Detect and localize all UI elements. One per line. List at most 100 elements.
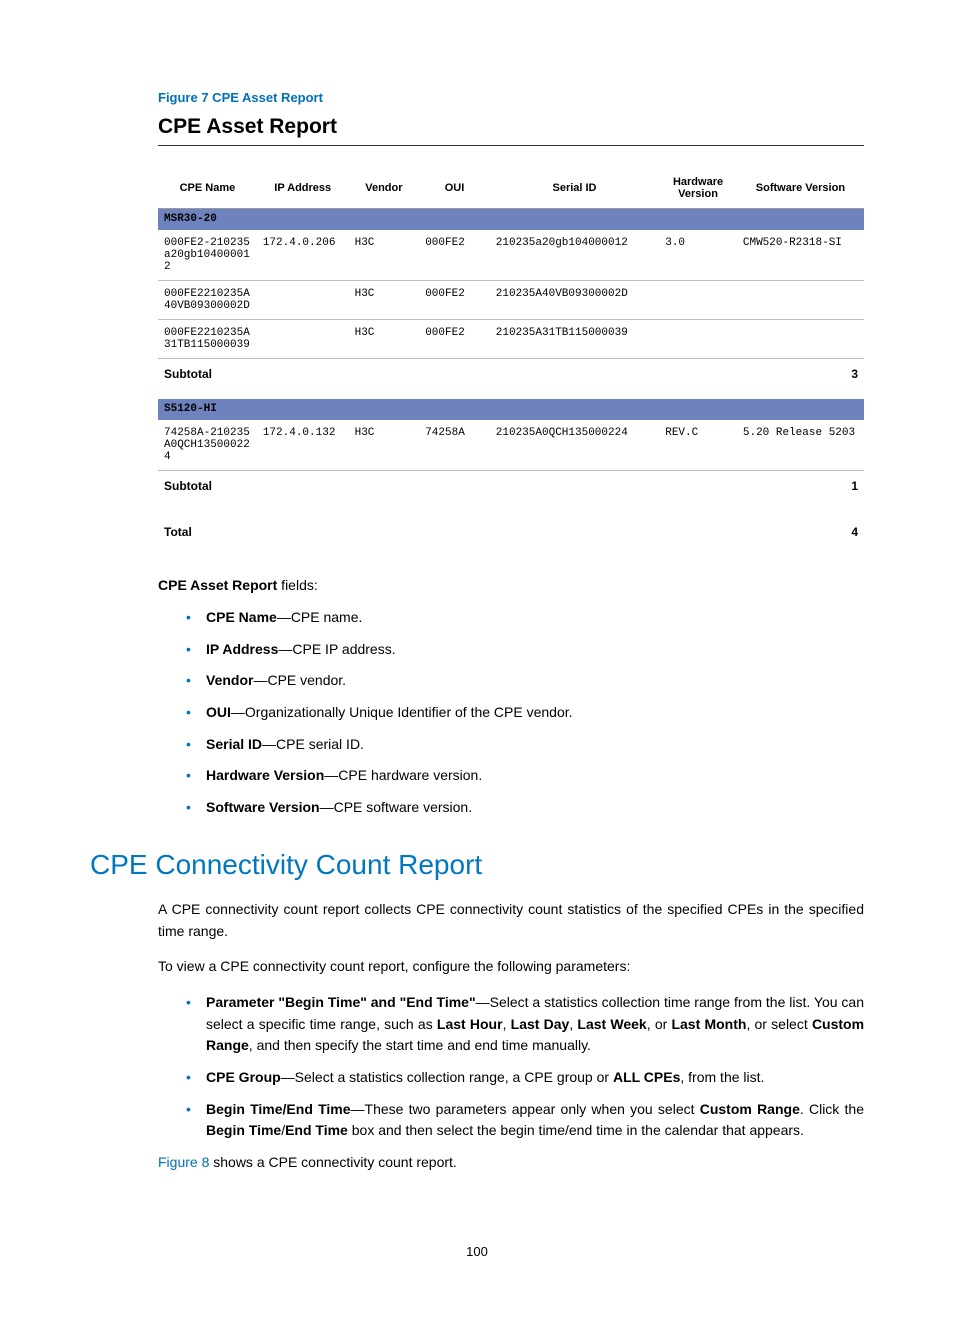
fields-intro: CPE Asset Report fields:: [158, 577, 864, 593]
table-cell: 172.4.0.132: [257, 420, 349, 471]
table-cell: 210235a20gb104000012: [490, 230, 659, 281]
total-row: Total4: [158, 511, 864, 543]
table-cell: REV.C: [659, 420, 737, 471]
table-row: 000FE2210235A40VB09300002DH3C000FE221023…: [158, 281, 864, 320]
parameter-item: CPE Group—Select a statistics collection…: [186, 1067, 864, 1089]
table-cell: 000FE2-210235a20gb104000012: [158, 230, 257, 281]
subtotal-value: 1: [737, 471, 864, 502]
param-bold: ALL CPEs: [613, 1069, 680, 1085]
col-header: Serial ID: [490, 168, 659, 209]
param-text: , from the list.: [680, 1069, 764, 1085]
table-row: 000FE2210235A31TB115000039H3C000FE221023…: [158, 320, 864, 359]
table-cell: [737, 281, 864, 320]
param-text: —Select a statistics collection range, a…: [281, 1069, 613, 1085]
field-desc: —CPE software version.: [320, 799, 473, 815]
table-cell: 172.4.0.206: [257, 230, 349, 281]
field-term: IP Address: [206, 641, 278, 657]
page-number: 100: [90, 1244, 864, 1259]
field-desc: —CPE serial ID.: [262, 736, 364, 752]
param-bold: Last Week: [577, 1016, 646, 1032]
col-header: Software Version: [737, 168, 864, 209]
field-term: Serial ID: [206, 736, 262, 752]
field-definition-item: Vendor—CPE vendor.: [186, 670, 864, 692]
parameters-list: Parameter "Begin Time" and "End Time"—Se…: [158, 992, 864, 1142]
field-desc: —CPE IP address.: [278, 641, 395, 657]
table-cell: 000FE2: [419, 281, 490, 320]
figure8-link[interactable]: Figure 8: [158, 1154, 209, 1170]
group-name-cell: MSR30-20: [158, 209, 864, 230]
field-definitions-list: CPE Name—CPE name. IP Address—CPE IP addr…: [158, 607, 864, 819]
field-term: Hardware Version: [206, 767, 324, 783]
field-definition-item: OUI—Organizationally Unique Identifier o…: [186, 702, 864, 724]
table-cell: 000FE2: [419, 230, 490, 281]
table-cell: [257, 320, 349, 359]
col-header: IP Address: [257, 168, 349, 209]
table-cell: CMW520-R2318-SI: [737, 230, 864, 281]
table-cell: 210235A40VB09300002D: [490, 281, 659, 320]
group-name-cell: S5120-HI: [158, 399, 864, 420]
field-term: CPE Name: [206, 609, 277, 625]
table-cell: 210235A0QCH135000224: [490, 420, 659, 471]
parameter-item: Parameter "Begin Time" and "End Time"—Se…: [186, 992, 864, 1057]
total-value: 4: [737, 511, 864, 543]
table-row: 74258A-210235A0QCH135000224172.4.0.132H3…: [158, 420, 864, 471]
table-cell: H3C: [349, 420, 420, 471]
param-text: . Click the: [800, 1101, 864, 1117]
field-term: OUI: [206, 704, 231, 720]
section-heading: CPE Connectivity Count Report: [90, 849, 864, 881]
field-definition-item: Serial ID—CPE serial ID.: [186, 734, 864, 756]
field-desc: —CPE name.: [277, 609, 363, 625]
table-cell: 74258A-210235A0QCH135000224: [158, 420, 257, 471]
table-cell: 000FE2210235A31TB115000039: [158, 320, 257, 359]
field-definition-item: Software Version—CPE software version.: [186, 797, 864, 819]
field-desc: —CPE vendor.: [253, 672, 346, 688]
param-bold: Last Day: [511, 1016, 570, 1032]
subtotal-value: 3: [737, 359, 864, 390]
fields-intro-bold: CPE Asset Report: [158, 577, 277, 593]
table-cell: 000FE2: [419, 320, 490, 359]
param-bold: Last Month: [671, 1016, 746, 1032]
table-group-row: S5120-HI: [158, 399, 864, 420]
param-bold: CPE Group: [206, 1069, 281, 1085]
table-cell: H3C: [349, 281, 420, 320]
param-text: box and then select the begin time/end t…: [348, 1122, 804, 1138]
field-term: Software Version: [206, 799, 320, 815]
param-text: , or select: [746, 1016, 812, 1032]
field-definition-item: CPE Name—CPE name.: [186, 607, 864, 629]
col-header: CPE Name: [158, 168, 257, 209]
asset-report-title: CPE Asset Report: [158, 115, 864, 139]
col-header: Vendor: [349, 168, 420, 209]
parameter-item: Begin Time/End Time—These two parameters…: [186, 1099, 864, 1142]
table-cell: [737, 320, 864, 359]
param-text: —These two parameters appear only when y…: [351, 1101, 700, 1117]
table-cell: [659, 281, 737, 320]
param-bold: Custom Range: [700, 1101, 800, 1117]
table-cell: 210235A31TB115000039: [490, 320, 659, 359]
table-row: 000FE2-210235a20gb104000012172.4.0.206H3…: [158, 230, 864, 281]
subtotal-row: Subtotal1: [158, 471, 864, 502]
asset-report-rule: [158, 145, 864, 146]
param-text: , and then specify the start time and en…: [249, 1037, 591, 1053]
field-desc: —CPE hardware version.: [324, 767, 482, 783]
field-desc: —Organizationally Unique Identifier of t…: [231, 704, 573, 720]
subtotal-row: Subtotal3: [158, 359, 864, 390]
table-cell: 5.20 Release 5203: [737, 420, 864, 471]
param-bold: Begin Time/End Time: [206, 1101, 351, 1117]
param-bold: End Time: [285, 1122, 348, 1138]
fields-intro-rest: fields:: [277, 577, 317, 593]
figure8-reference: Figure 8 shows a CPE connectivity count …: [158, 1152, 864, 1174]
paragraph: To view a CPE connectivity count report,…: [158, 956, 864, 978]
table-cell: 000FE2210235A40VB09300002D: [158, 281, 257, 320]
field-definition-item: IP Address—CPE IP address.: [186, 639, 864, 661]
table-group-row: MSR30-20: [158, 209, 864, 230]
table-cell: H3C: [349, 230, 420, 281]
field-definition-item: Hardware Version—CPE hardware version.: [186, 765, 864, 787]
table-cell: H3C: [349, 320, 420, 359]
asset-report-block: CPE Asset Report CPE Name IP Address Ven…: [158, 115, 864, 543]
table-header-row: CPE Name IP Address Vendor OUI Serial ID…: [158, 168, 864, 209]
subtotal-label: Subtotal: [158, 471, 737, 502]
paragraph: A CPE connectivity count report collects…: [158, 899, 864, 942]
figure8-text: shows a CPE connectivity count report.: [209, 1154, 456, 1170]
col-header: OUI: [419, 168, 490, 209]
table-cell: [659, 320, 737, 359]
